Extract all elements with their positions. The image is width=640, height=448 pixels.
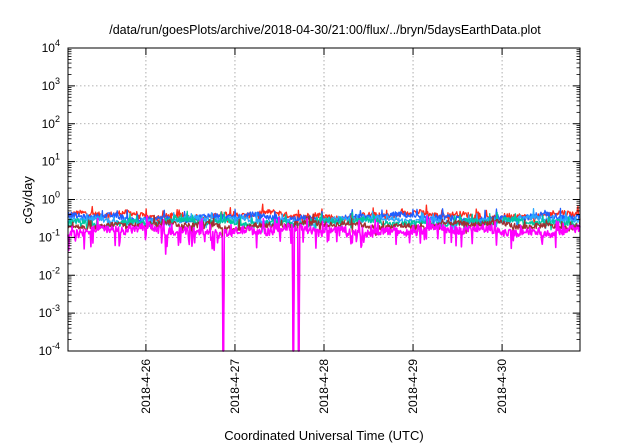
x-axis-title: Coordinated Universal Time (UTC): [224, 428, 423, 443]
x-tick-label: 2018-4-27: [228, 359, 242, 414]
y-tick-label: 101: [42, 152, 60, 169]
y-tick-label: 10-2: [39, 265, 60, 282]
y-tick-label: 10-3: [39, 303, 60, 320]
y-tick-label: 10-4: [39, 341, 60, 358]
x-tick-label: 2018-4-29: [406, 359, 420, 414]
x-tick-label: 2018-4-30: [495, 359, 509, 414]
y-tick-label: 10-1: [39, 227, 60, 244]
y-tick-label: 104: [42, 38, 60, 55]
x-axis: 2018-4-26 2018-4-27 2018-4-28 2018-4-29 2018…: [139, 48, 509, 414]
y-axis: 10-4 10-3 10-2 10-1 100 101 102 103 104: [39, 38, 580, 358]
grid-lines: [68, 48, 580, 351]
series-line: [67, 215, 581, 352]
y-tick-label: 102: [42, 114, 60, 131]
series-layer: [67, 203, 581, 352]
y-axis-title: cGy/day: [20, 176, 35, 224]
y-tick-label: 100: [42, 190, 60, 207]
x-tick-label: 2018-4-28: [317, 359, 331, 414]
y-tick-label: 103: [42, 76, 60, 93]
chart-title: /data/run/goesPlots/archive/2018-04-30/2…: [109, 23, 541, 37]
x-tick-label: 2018-4-26: [139, 359, 153, 414]
